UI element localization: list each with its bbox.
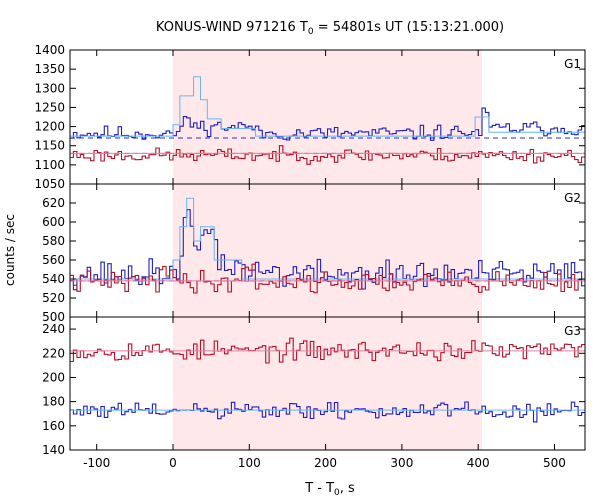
y-tick-label: 500 (42, 310, 65, 324)
panel-label: G1 (564, 57, 581, 71)
y-tick-label: 160 (42, 419, 65, 433)
chart-title: KONUS-WIND 971216 T0 = 54801s UT (15:13:… (156, 20, 504, 37)
y-tick-label: 1250 (34, 100, 65, 114)
y-tick-label: 620 (42, 196, 65, 210)
y-tick-label: 200 (42, 370, 65, 384)
y-tick-label: 220 (42, 346, 65, 360)
y-tick-label: 1400 (34, 43, 65, 57)
series-line-g1-0 (70, 107, 585, 141)
panel-frame (69, 316, 586, 451)
y-tick-label: 1350 (34, 62, 65, 76)
y-tick-label: 240 (42, 322, 65, 336)
y-tick-label: 140 (42, 443, 65, 457)
y-tick-label: 560 (42, 253, 65, 267)
panel-plot-area (70, 337, 585, 423)
panel-label: G2 (564, 191, 581, 205)
y-tick-label: 1050 (34, 177, 65, 191)
y-axis-label: counts / sec (3, 214, 17, 286)
panel-plot-area (70, 197, 585, 294)
panel-plot-area (70, 76, 585, 165)
y-tick-label: 1300 (34, 81, 65, 95)
y-tick-label: 1150 (34, 139, 65, 153)
panel-label: G3 (564, 324, 581, 338)
x-tick-label: 0 (169, 456, 177, 470)
series-line-g3-2 (70, 401, 585, 423)
y-tick-label: 600 (42, 215, 65, 229)
x-tick-label: 200 (314, 456, 337, 470)
x-tick-label: 300 (390, 456, 413, 470)
y-tick-label: 180 (42, 395, 65, 409)
panel-g2: 500 520 540 560 580 600 620 G2 (42, 183, 586, 324)
y-tick-label: 520 (42, 291, 65, 305)
x-tick-label: 500 (543, 456, 566, 470)
x-tick-label: -100 (83, 456, 110, 470)
x-tick-label: 400 (467, 456, 490, 470)
burst-interval-highlight (173, 50, 482, 450)
panel-g1: 1050 1100 1150 1200 1250 1300 1350 1400 G1 (34, 43, 586, 191)
panel-g3: 140 160 180 200 220 240 G3 (42, 316, 586, 457)
x-axis-label: T - T0, s (304, 481, 355, 498)
series-line-g2-2 (70, 263, 585, 294)
series-line-g1-1 (70, 76, 585, 137)
y-tick-label: 540 (42, 272, 65, 286)
y-tick-label: 1200 (34, 120, 65, 134)
panels-group: 10501100115012001250130013501400G1500520… (34, 43, 586, 470)
x-tick-label: 100 (238, 456, 261, 470)
y-tick-label: 1100 (34, 158, 65, 172)
y-tick-label: 580 (42, 234, 65, 248)
